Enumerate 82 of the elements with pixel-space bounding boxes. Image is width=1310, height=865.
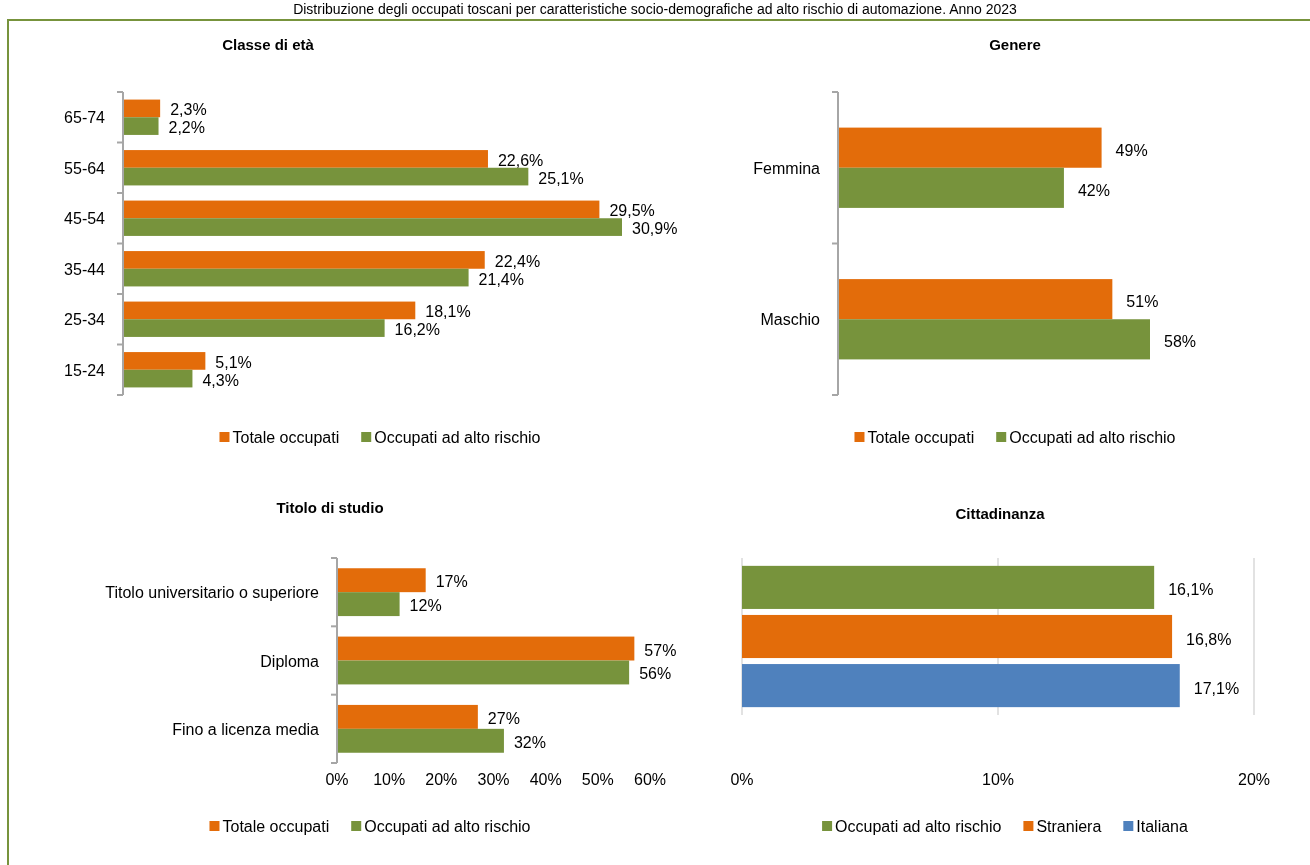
x-tick-label: 60% [633, 771, 667, 788]
bar [123, 251, 485, 269]
legend-label: Occupati ad alto rischio [1009, 429, 1176, 446]
x-tick-label: 0% [325, 771, 349, 788]
x-tick-label: 10% [373, 771, 406, 788]
data-label: 17% [435, 573, 468, 591]
data-label: 2,2% [168, 119, 205, 137]
y-tick-label: 35-44 [64, 260, 106, 278]
legend-label: Occupati ad alto rischio [835, 818, 1002, 835]
legend-label: Straniera [1036, 818, 1102, 835]
text: Distribuzione degli occupati toscani per caratteristiche socio-demografiche ad alto rischio di automazione. Anno 2023 [293, 1, 1018, 17]
data-label: 22,4% [494, 252, 541, 270]
y-tick-label: Maschio [760, 311, 821, 329]
data-label: 5,1% [215, 353, 252, 371]
bar [337, 660, 630, 685]
bar [123, 150, 488, 168]
bar [123, 352, 206, 370]
bar [123, 319, 385, 337]
data-label: 30,9% [632, 220, 678, 238]
y-tick-label: Diploma [260, 652, 320, 670]
data-label: 16,1% [1168, 581, 1214, 599]
data-label: 18,1% [425, 303, 471, 321]
bar [337, 704, 478, 729]
x-tick-label: 30% [477, 771, 510, 788]
x-tick-label: 40% [529, 771, 562, 788]
data-label: 56% [639, 665, 672, 683]
bar [123, 268, 469, 287]
x-tick-label: 20% [1237, 771, 1271, 788]
bar [337, 592, 400, 617]
chart-title: Cittadinanza [955, 505, 1046, 522]
data-label: 4,3% [202, 371, 239, 389]
chart-title: Genere [989, 36, 1041, 53]
y-tick-label: 45-54 [64, 210, 106, 228]
y-tick-label: 25-34 [64, 311, 106, 329]
data-label: 57% [644, 641, 677, 659]
legend-label: Totale occupati [232, 429, 340, 446]
bar [838, 279, 1113, 320]
legend-label: Totale occupati [222, 818, 330, 835]
bar [123, 200, 600, 219]
bar [337, 728, 504, 753]
data-label: 16,8% [1186, 630, 1232, 648]
bar [337, 636, 635, 661]
x-tick-label: 20% [425, 771, 458, 788]
y-tick-label: Fino a licenza media [172, 720, 320, 738]
bar [838, 127, 1102, 168]
x-tick-label: 10% [981, 771, 1015, 788]
bar [123, 117, 159, 135]
bar [123, 99, 161, 118]
bar [337, 568, 426, 593]
data-label: 25,1% [538, 169, 584, 187]
bar [838, 319, 1150, 360]
data-label: 49% [1115, 141, 1148, 159]
data-label: 16,2% [394, 321, 440, 339]
y-tick-label: Femmina [753, 159, 821, 177]
data-label: 21,4% [478, 270, 524, 288]
data-label: 42% [1077, 181, 1110, 199]
data-label: 27% [487, 709, 520, 727]
data-label: 51% [1126, 293, 1159, 311]
x-tick-label: 0% [730, 771, 754, 788]
x-tick-label: 50% [581, 771, 614, 788]
data-label: 58% [1164, 333, 1197, 351]
data-label: 29,5% [609, 202, 655, 220]
legend-label: Occupati ad alto rischio [374, 429, 541, 446]
bar [123, 369, 193, 388]
legend-label: Italiana [1136, 818, 1189, 835]
y-tick-label: Titolo universitario o superiore [105, 584, 320, 602]
bar [838, 167, 1064, 208]
bar [123, 218, 622, 236]
data-label: 17,1% [1193, 679, 1240, 697]
bar [123, 301, 416, 320]
chart-title: Classe di età [222, 36, 315, 53]
legend-label: Occupati ad alto rischio [364, 818, 531, 835]
y-tick-label: 15-24 [64, 361, 106, 379]
data-label: 12% [409, 597, 442, 615]
y-tick-label: 55-64 [64, 159, 106, 177]
data-label: 22,6% [497, 151, 544, 169]
bar [123, 167, 529, 186]
data-label: 2,3% [170, 101, 207, 119]
chart-title: Titolo di studio [276, 499, 384, 516]
data-label: 32% [513, 733, 546, 751]
y-tick-label: 65-74 [64, 109, 106, 127]
legend-label: Totale occupati [867, 429, 975, 446]
